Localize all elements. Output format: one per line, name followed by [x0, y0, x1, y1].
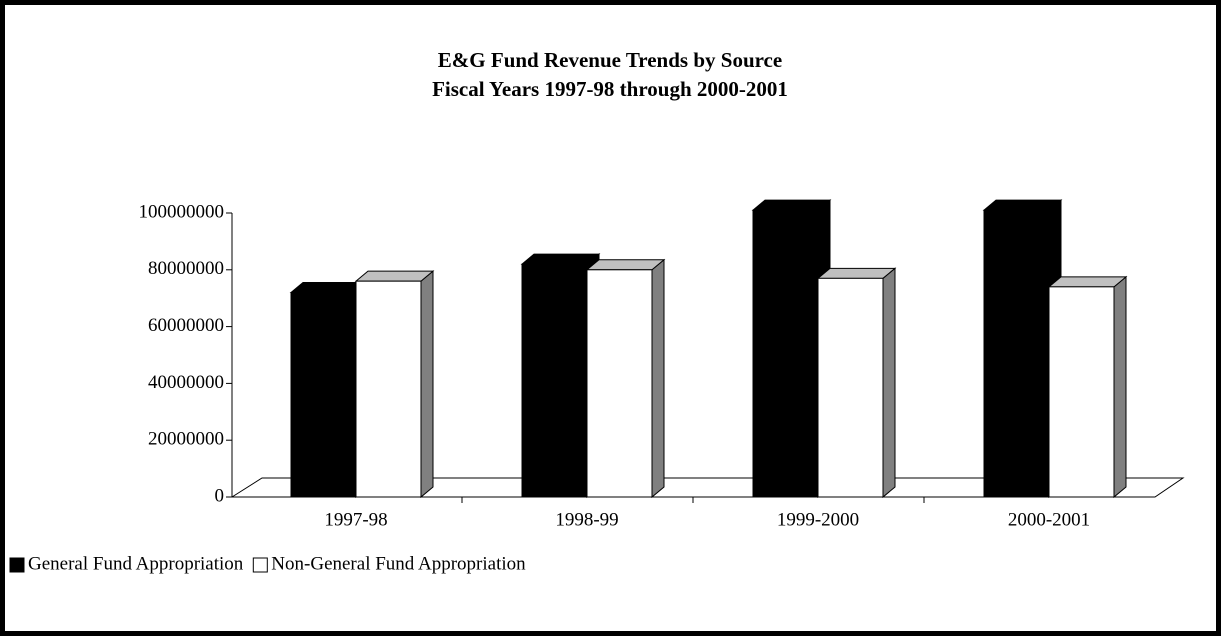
y-tick-label: 20000000 [148, 429, 224, 450]
y-tick-label: 80000000 [148, 258, 224, 279]
y-tick-label: 0 [215, 485, 225, 506]
bar-top [982, 199, 1063, 211]
legend-label: Non-General Fund Appropriation [271, 553, 526, 574]
bar [586, 269, 653, 498]
bar-side [1113, 275, 1127, 499]
legend-swatch [9, 557, 25, 573]
bar-top [354, 270, 435, 282]
bar-side [651, 258, 665, 499]
x-tick-label: 1999-2000 [777, 509, 859, 530]
chart-subtitle: Fiscal Years 1997-98 through 2000-2001 [432, 77, 788, 101]
legend-label: General Fund Appropriation [28, 553, 244, 574]
y-tick-label: 40000000 [148, 372, 224, 393]
bar-top [1047, 276, 1128, 288]
x-tick-label: 2000-2001 [1008, 509, 1090, 530]
bar-top [585, 259, 666, 271]
bar [355, 280, 422, 498]
bar-side [420, 270, 434, 499]
y-tick-label: 100000000 [139, 201, 225, 222]
legend-swatch [252, 557, 268, 573]
bar [290, 292, 357, 498]
bar [1048, 286, 1115, 498]
bar [521, 263, 588, 498]
bar-top [520, 253, 601, 265]
chart-title: E&G Fund Revenue Trends by Source [438, 48, 782, 72]
bar-side [882, 267, 896, 499]
y-tick-label: 60000000 [148, 315, 224, 336]
bar [983, 209, 1050, 498]
bar-top [751, 199, 832, 211]
bar [817, 277, 884, 498]
x-tick-label: 1997-98 [324, 509, 387, 530]
bar [752, 209, 819, 498]
x-tick-label: 1998-99 [555, 509, 618, 530]
bar-top [816, 267, 897, 279]
